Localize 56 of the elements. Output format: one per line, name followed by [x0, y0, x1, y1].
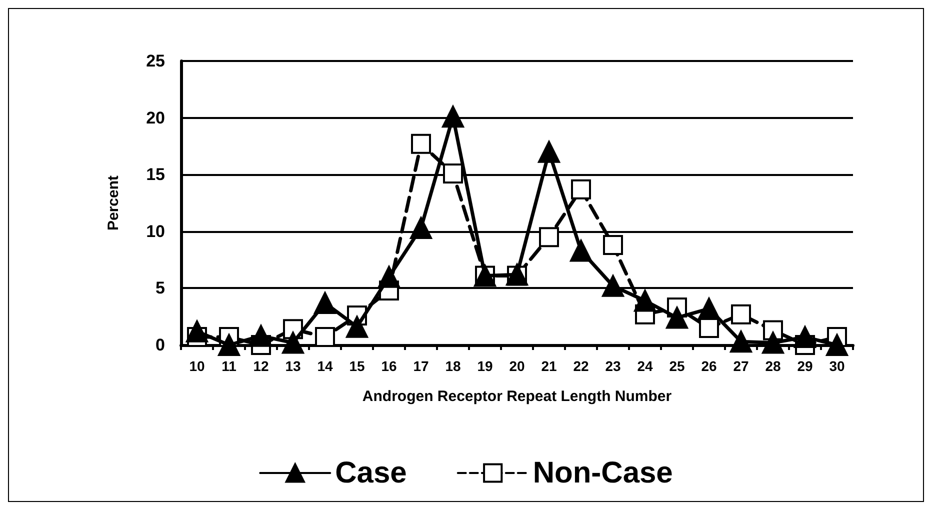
x-tick-label: 24	[637, 358, 653, 374]
x-tick-label: 19	[477, 358, 493, 374]
point	[634, 290, 656, 312]
y-tick-label: 0	[156, 336, 165, 354]
legend-label: Non-Case	[532, 456, 673, 490]
x-tick-label: 22	[573, 358, 589, 374]
x-tick-label: 27	[733, 358, 749, 374]
y-axis-title: Percent	[105, 175, 122, 231]
x-tick-label: 12	[253, 358, 269, 374]
x-tick-label: 25	[669, 358, 685, 374]
point	[730, 330, 752, 353]
x-tick-label: 29	[797, 358, 813, 374]
x-tick-label: 21	[541, 358, 557, 374]
point	[698, 298, 720, 320]
point	[186, 320, 208, 342]
point	[282, 332, 304, 354]
x-tick-label: 14	[317, 358, 333, 374]
y-tick-label: 10	[146, 222, 165, 241]
y-tick-label: 5	[156, 278, 165, 298]
point	[539, 227, 559, 248]
point	[411, 134, 431, 154]
point	[602, 274, 624, 297]
point	[410, 216, 432, 239]
point	[346, 316, 368, 338]
point	[570, 240, 592, 262]
point	[571, 179, 591, 200]
x-tick-label: 11	[222, 358, 237, 374]
point	[378, 266, 400, 288]
x-tick-label: 28	[765, 358, 781, 374]
x-tick-label: 10	[189, 358, 205, 374]
point	[443, 163, 463, 184]
point	[826, 334, 848, 356]
x-tick-label: 26	[701, 358, 717, 374]
y-tick-label: 25	[146, 52, 165, 70]
x-tick-label: 17	[413, 358, 429, 374]
point	[314, 292, 336, 314]
point	[794, 326, 816, 348]
legend-label: Case	[335, 456, 407, 490]
x-tick-label: 20	[509, 358, 525, 374]
point	[666, 306, 688, 329]
point	[218, 334, 240, 356]
x-axis-title: Androgen Receptor Repeat Length Number	[362, 388, 672, 405]
x-tick-label: 13	[285, 358, 301, 374]
point	[603, 235, 623, 256]
point	[731, 304, 751, 324]
point	[699, 318, 719, 338]
y-tick-label: 20	[146, 108, 165, 128]
y-tick-label: 15	[146, 165, 165, 184]
x-tick-label: 23	[605, 358, 621, 374]
x-tick-label: 30	[829, 358, 845, 374]
point	[442, 106, 464, 128]
x-tick-label: 16	[381, 358, 397, 374]
point	[762, 332, 784, 354]
point	[538, 140, 560, 163]
x-tick-label: 18	[445, 358, 461, 374]
x-tick-label: 15	[349, 358, 365, 374]
